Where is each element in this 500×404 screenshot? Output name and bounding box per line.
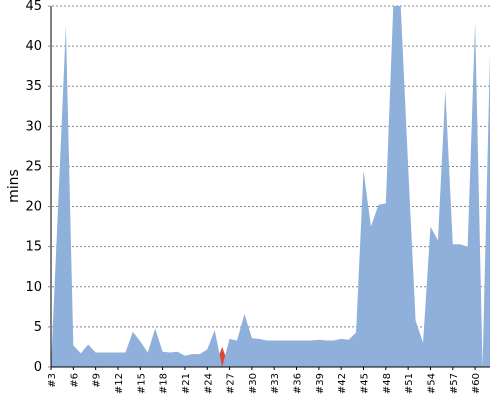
x-tick-label: #45 xyxy=(360,373,371,394)
y-tick-label: 10 xyxy=(25,280,42,295)
x-tick-label: #15 xyxy=(136,373,147,394)
x-tick-label: #24 xyxy=(203,373,214,394)
x-tick-label: #30 xyxy=(248,373,259,394)
x-tick-label: #42 xyxy=(337,373,348,394)
area xyxy=(51,6,490,367)
y-tick-label: 0 xyxy=(34,360,42,375)
y-tick-label: 45 xyxy=(25,0,42,14)
x-tick-label: #18 xyxy=(159,373,170,394)
x-tick-label: #48 xyxy=(382,373,393,394)
x-tick-label: #6 xyxy=(69,373,80,388)
y-axis-label: mins xyxy=(6,169,22,203)
x-tick-label: #60 xyxy=(471,373,482,394)
y-tick-label: 35 xyxy=(25,79,42,94)
y-tick-label: 15 xyxy=(25,240,42,255)
y-tick-label: 20 xyxy=(25,200,42,215)
x-tick-label: #3 xyxy=(47,373,58,388)
x-tick-label: #36 xyxy=(293,373,304,394)
x-tick-label: #39 xyxy=(315,373,326,394)
x-tick-label: #12 xyxy=(114,373,125,394)
x-tick-label: #9 xyxy=(92,373,103,388)
y-tick-label: 25 xyxy=(25,159,42,174)
y-tick-label: 40 xyxy=(25,39,42,54)
y-tick-label: 5 xyxy=(34,320,42,335)
x-tick-label: #57 xyxy=(449,373,460,394)
x-tick-label: #33 xyxy=(270,373,281,394)
x-tick-label: #27 xyxy=(226,373,237,394)
y-tick-label: 30 xyxy=(25,119,42,134)
x-tick-label: #54 xyxy=(426,373,437,394)
x-tick-label: #51 xyxy=(404,373,415,394)
x-tick-label: #21 xyxy=(181,373,192,394)
